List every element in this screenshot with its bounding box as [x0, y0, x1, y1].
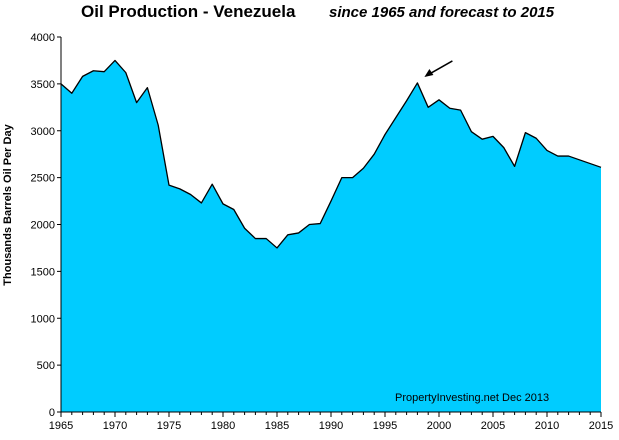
chart-subtitle: since 1965 and forecast to 2015 [329, 4, 555, 21]
x-tick-label: 1990 [319, 420, 343, 432]
y-axis-label: Thousands Barrels Oil Per Day [2, 123, 14, 285]
x-tick-label: 1985 [265, 420, 289, 432]
y-tick-label: 1000 [31, 313, 55, 325]
x-tick-label: 2005 [481, 420, 505, 432]
x-tick-label: 2010 [535, 420, 559, 432]
y-tick-label: 500 [37, 360, 55, 372]
production-line [60, 59, 602, 249]
y-tick-label: 4000 [31, 32, 55, 44]
y-tick-label: 1500 [31, 266, 55, 278]
y-tick-label: 0 [49, 407, 55, 419]
plot-area: 0 500 1000 1500 2000 2500 3000 3500 4000 1965 1970… [31, 32, 614, 432]
x-tick-label: 1995 [373, 420, 397, 432]
x-tick-label: 2000 [427, 420, 451, 432]
y-tick-label: 2500 [31, 173, 55, 185]
source-annotation: PropertyInvesting.net Dec 2013 [395, 392, 549, 404]
y-tick-label: 3000 [31, 126, 55, 138]
production-area [61, 60, 601, 412]
chart-title: Oil Production - Venezuela [81, 2, 296, 21]
x-tick-label: 1980 [211, 420, 235, 432]
arrow-annotation [424, 60, 453, 77]
arrow-shaft [430, 60, 453, 75]
x-tick-label: 2015 [589, 420, 613, 432]
x-tick-label: 1975 [157, 420, 181, 432]
y-tick-label: 3500 [31, 79, 55, 91]
x-tick-label: 1965 [49, 420, 73, 432]
x-tick-label: 1970 [103, 420, 127, 432]
y-tick-label: 2000 [31, 220, 55, 232]
arrow-head [424, 68, 434, 77]
